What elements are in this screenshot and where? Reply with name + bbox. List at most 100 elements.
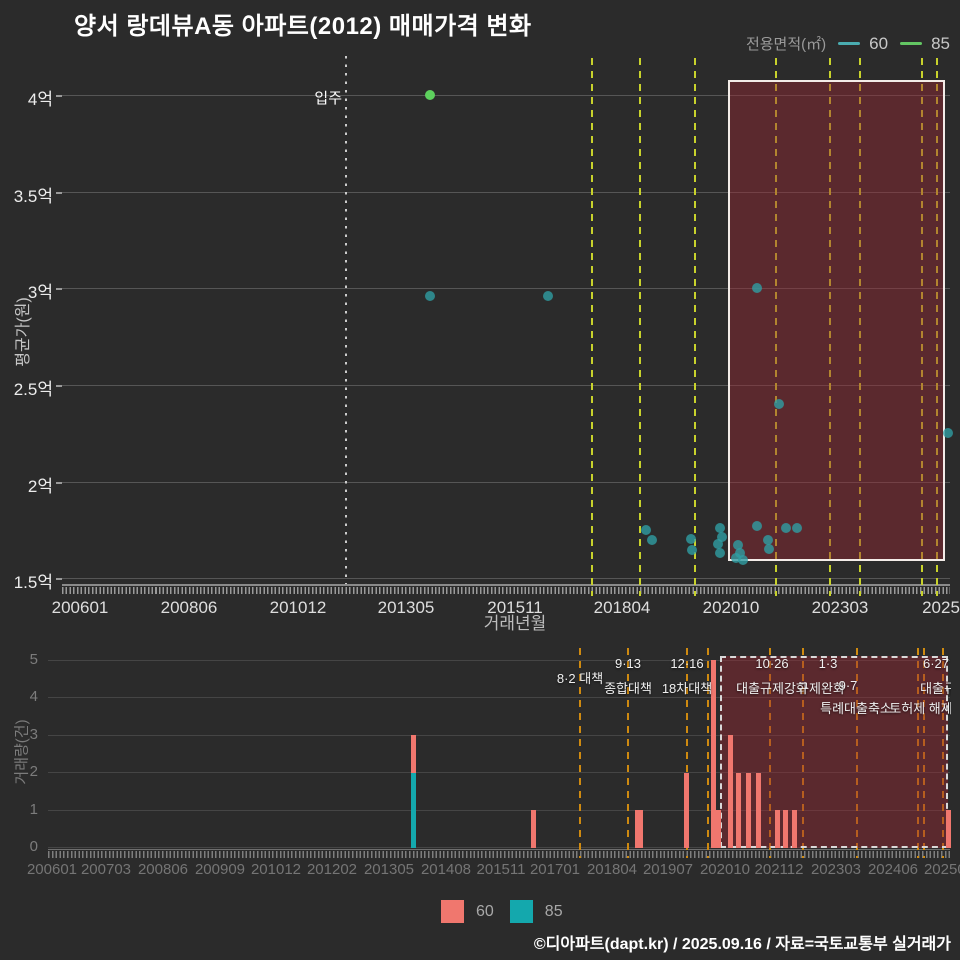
volume-bar-60[interactable] — [710, 660, 716, 848]
volume-bar-85[interactable] — [410, 772, 416, 848]
policy-event-line — [923, 648, 925, 858]
data-point-60[interactable] — [715, 523, 725, 533]
legend-60-bottom-label: 60 — [476, 902, 494, 920]
gridline — [48, 847, 950, 848]
data-point-85[interactable] — [425, 90, 435, 100]
y-tick — [56, 95, 62, 97]
policy-annotation: 12·16 — [670, 656, 704, 671]
y-tick-label: 0 — [29, 838, 38, 855]
data-point-60[interactable] — [686, 534, 696, 544]
volume-bar-60[interactable] — [530, 810, 536, 848]
regulation-highlight-box — [720, 656, 948, 848]
policy-annotation: 대출규제 — [920, 681, 951, 696]
gridline — [48, 772, 950, 773]
y-tick — [56, 578, 62, 580]
data-point-60[interactable] — [752, 283, 762, 293]
x-axis-minor-ticks — [48, 851, 950, 858]
legend-item-60-bottom[interactable]: 60 — [441, 900, 494, 923]
data-point-60[interactable] — [647, 535, 657, 545]
legend-item-60[interactable]: 60 — [838, 34, 888, 54]
x-tick-label: 200601 — [26, 861, 78, 878]
movein-label: 입주 — [314, 90, 342, 107]
volume-bar-60[interactable] — [791, 810, 797, 848]
volume-bar-60[interactable] — [755, 772, 761, 848]
data-point-60[interactable] — [764, 544, 774, 554]
policy-event-line — [829, 58, 831, 596]
policy-annotation: 특례대출축소 — [820, 701, 892, 716]
volume-bar-60[interactable] — [735, 772, 741, 848]
data-point-60[interactable] — [763, 535, 773, 545]
volume-bar-60[interactable] — [774, 810, 780, 848]
data-point-60[interactable] — [735, 548, 745, 558]
data-point-60[interactable] — [425, 291, 435, 301]
x-tick-label: 200601 — [51, 598, 109, 617]
volume-bar-60[interactable] — [683, 772, 689, 848]
gridline — [62, 288, 950, 289]
policy-annotation: 종합대책 — [604, 681, 652, 696]
x-tick-label: 201305 — [363, 861, 415, 878]
legend-85-label: 85 — [931, 33, 950, 53]
x-tick-label: 201907 — [642, 861, 694, 878]
volume-bar-60[interactable] — [715, 810, 721, 848]
data-point-60[interactable] — [733, 540, 743, 550]
x-tick-label: 200806 — [137, 861, 189, 878]
policy-annotation: 9·13 — [614, 656, 642, 671]
gridline — [48, 697, 950, 698]
price-y-axis-title: 평균가(원) — [15, 297, 32, 367]
data-point-60[interactable] — [774, 399, 784, 409]
attribution-footer: ©디아파트(dapt.kr) / 2025.09.16 / 자료=국토교통부 실… — [533, 936, 951, 953]
gridline — [48, 810, 950, 811]
data-point-60[interactable] — [717, 532, 727, 542]
gridline — [62, 95, 950, 96]
data-point-60[interactable] — [731, 553, 741, 563]
y-tick-label: 2억 — [27, 477, 53, 496]
volume-bar-60[interactable] — [635, 810, 643, 848]
y-tick-label: 1 — [29, 801, 38, 818]
policy-event-line — [942, 648, 944, 858]
data-point-60[interactable] — [781, 523, 791, 533]
gridline — [48, 660, 950, 661]
volume-bar-60[interactable] — [782, 810, 788, 848]
gridline — [62, 192, 950, 193]
data-point-60[interactable] — [943, 428, 953, 438]
volume-bar-60[interactable] — [945, 810, 951, 848]
volume-bar-60[interactable] — [745, 772, 751, 848]
x-tick-label: 202303 — [810, 861, 862, 878]
policy-event-line — [769, 648, 771, 858]
policy-event-line — [694, 58, 696, 596]
data-point-60[interactable] — [641, 525, 651, 535]
data-point-60[interactable] — [752, 521, 762, 531]
x-tick-label: 202112 — [754, 861, 804, 878]
x-axis-line — [62, 584, 950, 586]
series-60-line-swatch — [838, 42, 861, 45]
legend-item-85-bottom[interactable]: 85 — [509, 900, 563, 923]
data-point-60[interactable] — [792, 523, 802, 533]
x-tick-label: 200703 — [80, 861, 132, 878]
y-tick — [56, 482, 62, 484]
data-point-60[interactable] — [687, 545, 697, 555]
volume-bar-60[interactable] — [727, 735, 733, 848]
policy-annotation: 9·7 — [838, 678, 858, 693]
y-tick-label: 4억 — [27, 90, 53, 109]
x-tick-label: 202010 — [699, 861, 751, 878]
series-85-swatch — [509, 900, 533, 923]
data-point-60[interactable] — [713, 539, 723, 549]
data-point-60[interactable] — [738, 555, 748, 565]
x-tick-label: 201202 — [306, 861, 358, 878]
x-tick-label: 202303 — [811, 598, 869, 617]
policy-event-line — [802, 648, 804, 858]
x-axis-line — [48, 849, 950, 850]
x-tick-label: 201511 — [476, 861, 526, 878]
y-tick-label: 4 — [29, 688, 38, 705]
legend-item-85[interactable]: 85 — [900, 34, 950, 54]
y-tick — [56, 385, 62, 387]
data-point-60[interactable] — [543, 291, 553, 301]
volume-bar-60[interactable] — [410, 735, 416, 773]
policy-event-line — [579, 648, 581, 858]
policy-annotation: 8·2 대책 — [556, 671, 604, 686]
data-point-60[interactable] — [715, 548, 725, 558]
policy-annotation: 6·27 — [922, 656, 950, 671]
x-tick-label: 202508 — [923, 861, 960, 878]
